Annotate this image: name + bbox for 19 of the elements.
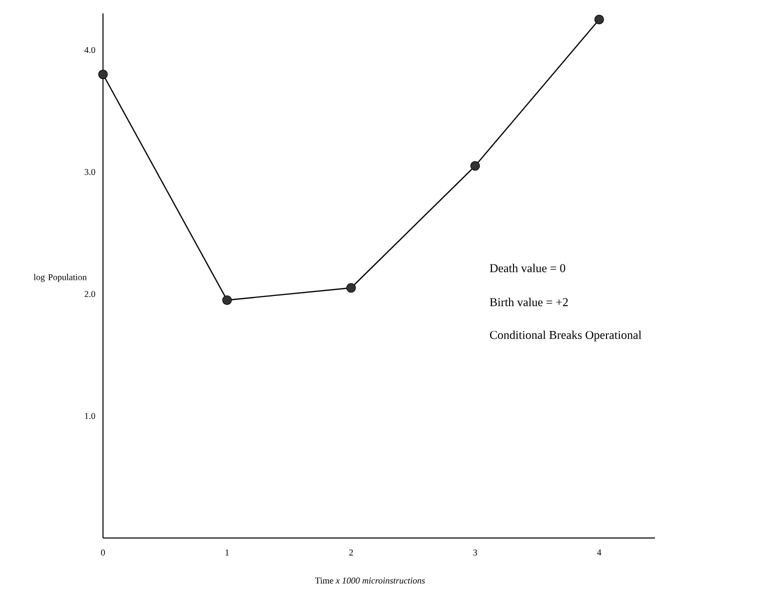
annotation: Conditional Breaks Operational	[490, 330, 642, 342]
y-tick-label: 1.0	[85, 412, 96, 420]
point	[222, 295, 232, 305]
x-tick-label: 0	[101, 550, 105, 556]
x-tick-label: 3	[473, 550, 478, 556]
point	[470, 161, 480, 171]
annotation: Death value = 0	[490, 264, 566, 272]
annotation: Birth value = +2	[490, 298, 568, 306]
x-axis-title: Time x 1000 microinstructions	[315, 578, 425, 584]
y-tick-label: 3.0	[84, 168, 96, 176]
x-tick-label: 1	[226, 550, 229, 556]
point	[346, 283, 356, 293]
y-tick-label: 2.0	[84, 290, 96, 298]
y-tick-label: 4.0	[84, 46, 96, 54]
y-axis-title: log Population	[34, 274, 87, 282]
x-tick-label: 2	[349, 550, 353, 556]
x-tick-label: 4	[597, 550, 602, 556]
point	[98, 70, 108, 80]
point	[594, 14, 604, 24]
